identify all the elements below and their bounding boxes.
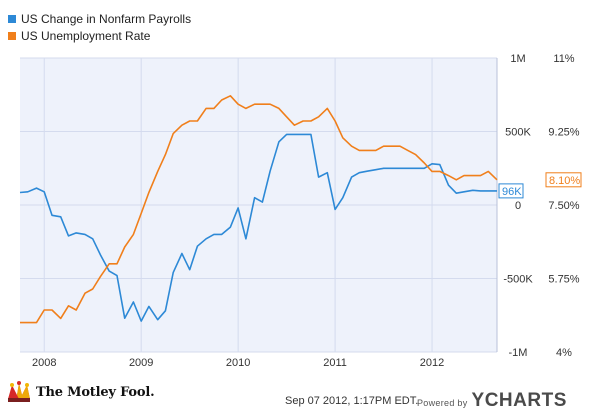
series-line-unemployment bbox=[20, 95, 498, 324]
left-axis: 1M 500K 0 -500K -1M bbox=[503, 53, 533, 359]
end-label-payrolls: 96K bbox=[502, 186, 522, 198]
logo-text: The Motley Fool. bbox=[36, 384, 155, 400]
x-tick-label: 2012 bbox=[420, 357, 444, 369]
legend-item-unemployment[interactable]: US Unemployment Rate bbox=[8, 27, 191, 44]
jester-hat-icon bbox=[8, 381, 30, 402]
legend-swatch-payrolls bbox=[8, 14, 16, 23]
x-tick-label: 2010 bbox=[226, 357, 250, 369]
right-tick-label: 5.75% bbox=[548, 274, 579, 286]
legend-item-payrolls[interactable]: US Change in Nonfarm Payrolls bbox=[8, 10, 191, 27]
timestamp: Sep 07 2012, 1:17PM EDT. bbox=[285, 395, 419, 407]
legend-label-unemployment: US Unemployment Rate bbox=[21, 28, 151, 43]
legend-swatch-unemployment bbox=[8, 31, 16, 40]
right-tick-label: 9.25% bbox=[548, 127, 579, 139]
left-tick-label: -1M bbox=[509, 347, 528, 359]
x-tick-label: 2011 bbox=[323, 357, 347, 369]
right-axis: 11% 9.25% 7.50% 5.75% 4% bbox=[548, 53, 579, 359]
end-label-unemployment: 8.10% bbox=[549, 175, 580, 187]
right-tick-label: 7.50% bbox=[548, 200, 579, 212]
legend: US Change in Nonfarm Payrolls US Unemplo… bbox=[8, 10, 191, 44]
left-tick-label: -500K bbox=[503, 274, 533, 286]
left-tick-label: 1M bbox=[510, 53, 525, 65]
legend-label-payrolls: US Change in Nonfarm Payrolls bbox=[21, 11, 192, 26]
x-tick-label: 2008 bbox=[32, 357, 56, 369]
motley-fool-logo[interactable]: The Motley Fool. bbox=[6, 381, 155, 403]
end-label-box bbox=[498, 183, 524, 199]
series-line-payrolls bbox=[19, 133, 497, 322]
ycharts-logo: YCHARTS bbox=[471, 390, 567, 411]
series-lines bbox=[19, 95, 498, 324]
powered-by-label: Powered by bbox=[417, 398, 468, 408]
x-axis: 2008 2009 2010 2011 2012 bbox=[32, 357, 444, 369]
right-tick-label: 11% bbox=[553, 53, 574, 65]
left-tick-label: 500K bbox=[505, 127, 531, 139]
end-label-box bbox=[545, 172, 582, 188]
x-tick-label: 2009 bbox=[129, 357, 153, 369]
right-tick-label: 4% bbox=[556, 347, 572, 359]
end-labels: 96K 8.10% bbox=[498, 172, 582, 199]
left-tick-label: 0 bbox=[515, 200, 521, 212]
ycharts-brand[interactable]: Powered by YCHARTS bbox=[417, 390, 567, 412]
